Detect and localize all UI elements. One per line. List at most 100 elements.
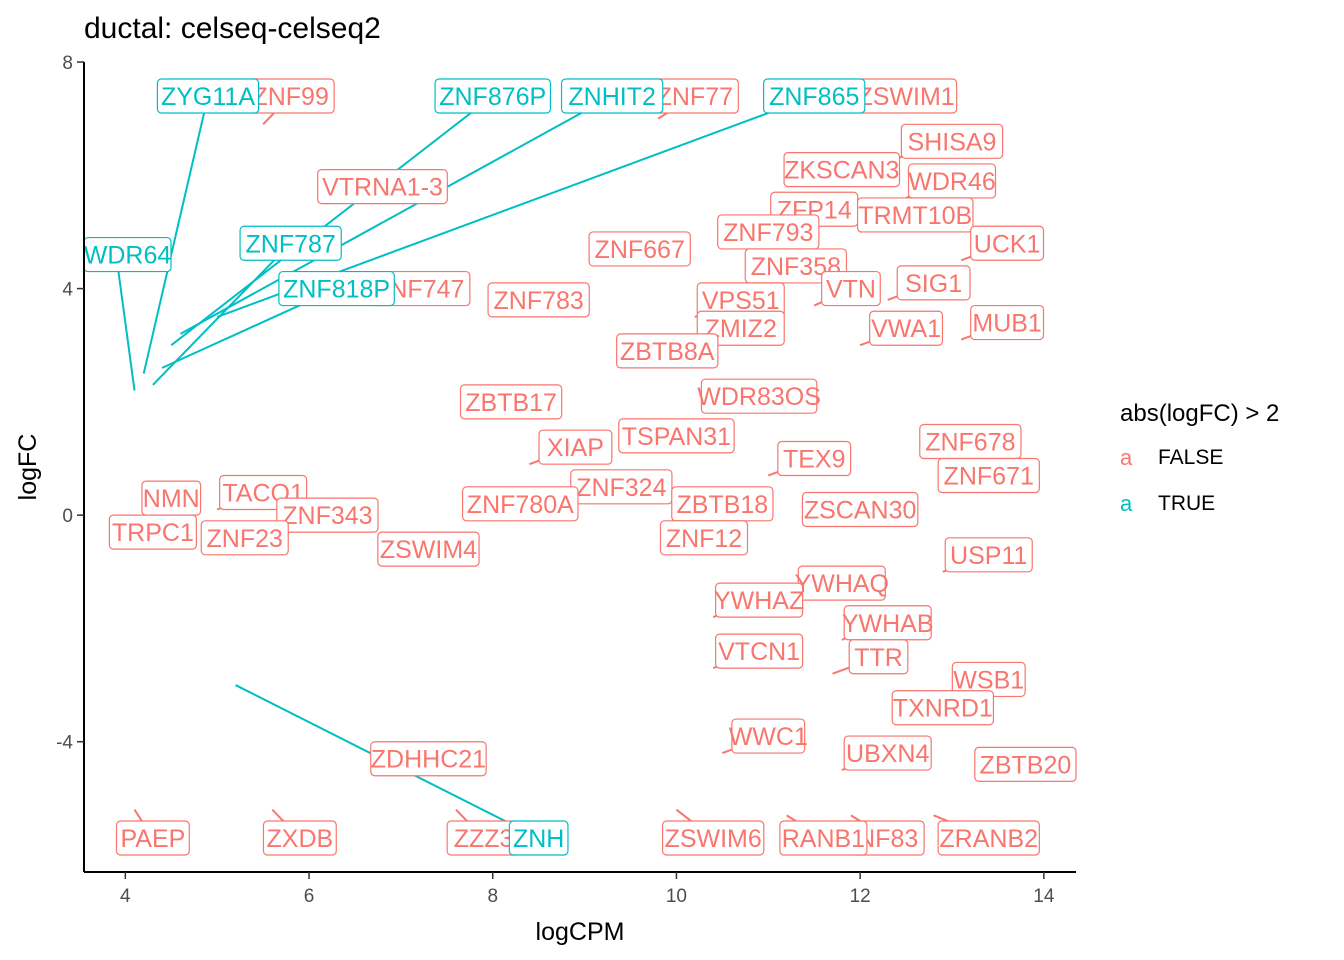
gene-label: ZXDB xyxy=(262,820,337,856)
gene-label-box xyxy=(618,418,735,454)
gene-label: TSPAN31 xyxy=(618,418,735,454)
gene-label: YWHAZ xyxy=(714,582,804,618)
gene-label-text: WSB1 xyxy=(953,666,1024,694)
x-tick-label: 10 xyxy=(666,886,687,907)
legend-label-false: FALSE xyxy=(1158,446,1224,469)
gene-label-text: TXNRD1 xyxy=(893,695,993,723)
gene-label-box xyxy=(944,537,1033,573)
gene-label: ZBTB18 xyxy=(671,486,774,522)
gene-label-box xyxy=(200,520,289,556)
gene-label: ZNF678 xyxy=(919,423,1022,460)
gene-label: ZNF876P xyxy=(434,78,552,114)
gene-label-box xyxy=(434,78,552,114)
gene-label-box xyxy=(278,270,395,307)
gene-label: ZBTB17 xyxy=(459,384,563,420)
connector-line xyxy=(142,95,209,374)
gene-label: ZNF99 xyxy=(246,78,335,114)
connector-line xyxy=(170,95,494,347)
gene-label-text: ZSWIM6 xyxy=(665,825,762,853)
gene-label: ZNF667 xyxy=(588,231,691,267)
gene-label: MUB1 xyxy=(970,304,1045,341)
legend-item-true: a TRUE xyxy=(1120,488,1279,520)
legend-title: abs(logFC) > 2 xyxy=(1120,400,1280,427)
gene-label-text: ZNF793 xyxy=(723,219,813,247)
gene-label-box xyxy=(777,440,852,477)
gene-label-box xyxy=(715,582,804,618)
gene-label-text: XIAP xyxy=(547,434,604,462)
gene-label-box xyxy=(821,270,881,307)
gene-label: ZNF787 xyxy=(239,225,342,261)
gene-label: ZNH xyxy=(508,820,569,856)
gene-label: VTRNA1-3 xyxy=(317,169,448,205)
y-tick-label: -4 xyxy=(56,733,73,754)
x-axis-label: logCPM xyxy=(536,918,625,946)
gene-label-text: ZKSCAN3 xyxy=(784,157,899,185)
gene-label-box xyxy=(848,639,909,675)
gene-label-text: PAEP xyxy=(120,825,185,853)
gene-label-text: ZNF667 xyxy=(595,236,685,264)
gene-label: ZSCAN30 xyxy=(801,491,919,528)
gene-label-text: VTRNA1-3 xyxy=(322,174,443,202)
gene-label: VPS51 xyxy=(696,282,785,318)
gene-label-box xyxy=(974,746,1077,782)
gene-label: ZSWIM4 xyxy=(377,531,480,567)
gene-label: YWHAQ xyxy=(795,565,889,601)
gene-label-text: ZBTB17 xyxy=(465,389,557,417)
y-axis-label: logFC xyxy=(14,434,42,501)
axes: 4 6 8 10 12 14 -4 0 4 8 logCPM logFC xyxy=(14,53,1076,946)
gene-label-box xyxy=(487,282,590,318)
gene-label: PAEP xyxy=(115,820,190,856)
gene-label-text: ZNF678 xyxy=(925,429,1015,457)
gene-label-text: WWC1 xyxy=(729,723,808,751)
gene-label: SHISA9 xyxy=(900,123,1004,159)
gene-label-text: SIG1 xyxy=(905,270,962,298)
legend-key-true: a xyxy=(1120,491,1133,516)
gene-label: TRMT10B xyxy=(856,197,974,233)
gene-label-box xyxy=(115,820,190,856)
gene-label-text: ZNF780A xyxy=(467,491,574,519)
gene-label: WWC1 xyxy=(729,718,808,754)
gene-label-box xyxy=(377,531,480,567)
gene-label: TEX9 xyxy=(777,440,852,477)
y-tick-label: 0 xyxy=(62,506,73,527)
gene-label-text: TTR xyxy=(854,644,903,672)
gene-label-box xyxy=(937,457,1040,494)
gene-label-text: ZSWIM4 xyxy=(380,536,477,564)
gene-label-box xyxy=(276,497,379,533)
gene-label-box xyxy=(461,486,579,522)
gene-label: ZNF671 xyxy=(937,457,1040,494)
gene-label-box xyxy=(937,820,1040,856)
gene-label: ZYG11A xyxy=(156,78,260,114)
gene-label: ZSWIM6 xyxy=(661,820,765,856)
gene-labels: ZSWIM1 ZNF99 ZNF77 SHISA9 ZKSCAN3 WDR46 VTRNA1… xyxy=(83,78,1077,856)
gene-label-text: ZBTB8A xyxy=(620,338,715,366)
gene-label: WDR46 xyxy=(907,163,997,199)
gene-label: TXNRD1 xyxy=(891,690,995,726)
gene-label-box xyxy=(896,265,971,301)
gene-label: ZNHIT2 xyxy=(560,78,664,114)
gene-label-box xyxy=(661,820,765,856)
gene-label: NMN xyxy=(141,480,202,516)
gene-label-text: ZDHHC21 xyxy=(371,746,486,774)
gene-label-box xyxy=(763,78,866,114)
gene-label-text: ZNF783 xyxy=(494,287,584,315)
gene-label-text: ZNF865 xyxy=(769,83,859,111)
gene-label-text: VTN xyxy=(826,276,876,304)
gene-label-box xyxy=(715,633,804,669)
gene-label: ZNF865 xyxy=(763,78,866,114)
gene-label-box xyxy=(801,491,919,528)
gene-label-box xyxy=(731,718,806,754)
gene-label-box xyxy=(508,820,569,856)
gene-label-box xyxy=(900,123,1004,159)
y-tick-label: 4 xyxy=(62,280,73,301)
gene-label: ZNF818P xyxy=(278,270,395,307)
x-tick-label: 8 xyxy=(487,886,498,907)
gene-label-text: VWA1 xyxy=(871,315,941,343)
gene-label: ZZZ3 xyxy=(446,820,521,856)
gene-label: ZMIZ2 xyxy=(696,310,785,346)
gene-label-box xyxy=(588,231,691,267)
gene-label-box xyxy=(696,310,785,346)
gene-label-text: ZNF818P xyxy=(283,276,390,304)
legend-key-false: a xyxy=(1120,445,1133,470)
gene-label-text: YWHAB xyxy=(842,610,934,638)
